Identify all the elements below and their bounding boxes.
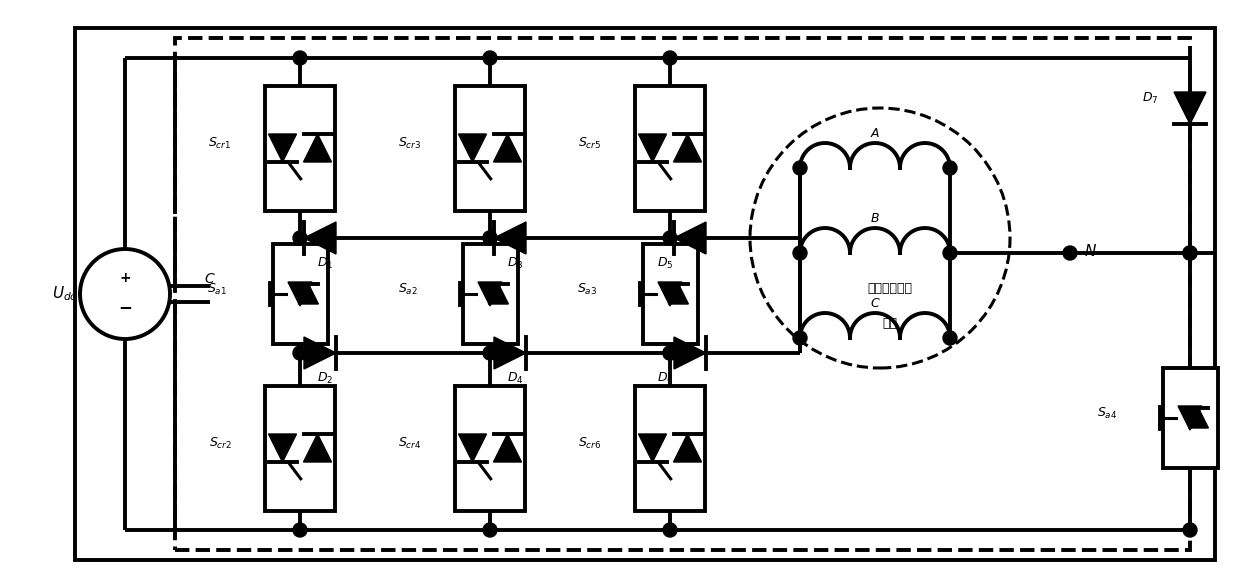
Text: $S_{cr2}$: $S_{cr2}$ [208, 436, 232, 450]
Bar [273, 244, 327, 344]
Circle shape [942, 331, 957, 345]
Text: $N$: $N$ [1084, 243, 1096, 259]
Polygon shape [304, 222, 336, 254]
Polygon shape [304, 434, 331, 462]
Text: $B$: $B$ [870, 212, 880, 225]
Bar [463, 244, 517, 344]
Circle shape [484, 51, 497, 65]
Polygon shape [673, 434, 702, 462]
Circle shape [1183, 523, 1197, 537]
Text: $D_3$: $D_3$ [507, 255, 523, 270]
Circle shape [794, 246, 807, 260]
Polygon shape [675, 222, 706, 254]
Polygon shape [639, 434, 667, 462]
Polygon shape [494, 434, 522, 462]
Bar [635, 85, 706, 211]
Text: $S_{a4}$: $S_{a4}$ [1097, 406, 1117, 420]
Text: $D_7$: $D_7$ [1142, 91, 1158, 106]
Polygon shape [494, 134, 522, 162]
Circle shape [663, 51, 677, 65]
Text: $D_1$: $D_1$ [317, 255, 334, 270]
Polygon shape [668, 284, 688, 304]
Bar [1163, 368, 1218, 468]
Circle shape [81, 249, 170, 339]
Bar [265, 85, 335, 211]
Circle shape [663, 346, 677, 360]
Text: 开关磁阻电机: 开关磁阻电机 [868, 282, 913, 295]
Text: 绕组: 绕组 [883, 316, 898, 329]
Polygon shape [288, 282, 312, 306]
Circle shape [942, 161, 957, 175]
Text: $S_{cr6}$: $S_{cr6}$ [578, 436, 601, 450]
Polygon shape [304, 337, 336, 369]
Circle shape [293, 231, 308, 245]
Text: +: + [119, 271, 130, 285]
Polygon shape [1174, 92, 1207, 124]
Bar [455, 85, 525, 211]
Text: $U_{dc}$: $U_{dc}$ [52, 285, 78, 303]
Polygon shape [269, 134, 296, 162]
Circle shape [663, 346, 677, 360]
Circle shape [484, 346, 497, 360]
Text: $S_{cr3}$: $S_{cr3}$ [398, 135, 422, 151]
Text: $A$: $A$ [869, 126, 880, 139]
Circle shape [1183, 246, 1197, 260]
Circle shape [484, 231, 497, 245]
Text: $D_4$: $D_4$ [507, 370, 523, 386]
Polygon shape [675, 337, 706, 369]
Polygon shape [489, 284, 508, 304]
Polygon shape [1178, 406, 1202, 430]
Text: $C$: $C$ [205, 272, 216, 286]
Circle shape [1183, 246, 1197, 260]
Polygon shape [459, 134, 486, 162]
Polygon shape [494, 337, 526, 369]
Circle shape [794, 331, 807, 345]
Text: $S_{cr5}$: $S_{cr5}$ [578, 135, 601, 151]
Polygon shape [459, 434, 486, 462]
Text: −: − [118, 299, 131, 316]
Polygon shape [673, 134, 702, 162]
Circle shape [293, 523, 308, 537]
Bar [455, 386, 525, 510]
Text: $S_{a1}$: $S_{a1}$ [207, 282, 227, 296]
Circle shape [942, 246, 957, 260]
Circle shape [794, 161, 807, 175]
Polygon shape [304, 134, 331, 162]
Text: $S_{cr1}$: $S_{cr1}$ [208, 135, 232, 151]
Bar [635, 386, 706, 510]
Polygon shape [477, 282, 502, 306]
Circle shape [484, 523, 497, 537]
Text: $C$: $C$ [869, 296, 880, 309]
Polygon shape [494, 222, 526, 254]
Polygon shape [299, 284, 319, 304]
Circle shape [293, 346, 308, 360]
Circle shape [663, 231, 677, 245]
Circle shape [484, 231, 497, 245]
Text: $S_{cr4}$: $S_{cr4}$ [398, 436, 422, 450]
Polygon shape [658, 282, 682, 306]
Text: $S_{a3}$: $S_{a3}$ [578, 282, 598, 296]
Polygon shape [639, 134, 667, 162]
Bar [265, 386, 335, 510]
Circle shape [1063, 246, 1078, 260]
Text: $D_2$: $D_2$ [317, 370, 334, 386]
Text: $D_6$: $D_6$ [657, 370, 673, 386]
Polygon shape [269, 434, 296, 462]
Circle shape [293, 51, 308, 65]
Polygon shape [1188, 408, 1209, 428]
Text: $S_{a2}$: $S_{a2}$ [398, 282, 418, 296]
Bar [175, 38, 1190, 550]
Circle shape [663, 523, 677, 537]
Text: $D_5$: $D_5$ [657, 255, 673, 270]
Bar [642, 244, 698, 344]
